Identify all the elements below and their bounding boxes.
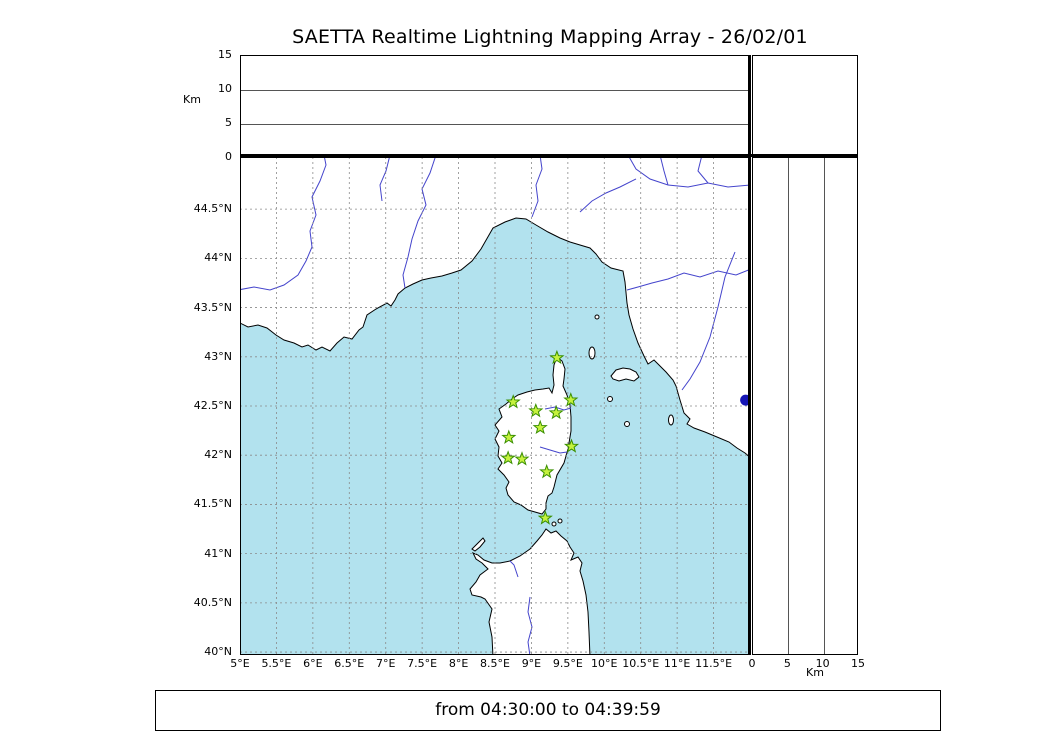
sardinia-island bbox=[469, 528, 591, 654]
river bbox=[579, 178, 637, 213]
altitude-histogram-panel bbox=[752, 55, 858, 157]
station-marker bbox=[500, 450, 516, 465]
lon-tick-label: 8°E bbox=[448, 657, 469, 670]
river bbox=[379, 158, 390, 202]
page-title: SAETTA Realtime Lightning Mapping Array … bbox=[292, 26, 808, 48]
lat-tick-label: 40.5°N bbox=[193, 595, 232, 609]
montecristo-island bbox=[624, 421, 630, 427]
station-marker bbox=[528, 402, 544, 418]
graticule-layer bbox=[241, 158, 749, 654]
altitude-tick-label: 0 bbox=[225, 150, 232, 163]
lon-tick-label: 10.5°E bbox=[622, 657, 660, 670]
lon-tick-label: 9.5°E bbox=[552, 657, 583, 670]
latitude-tick-labels: 44.5°N 44°N 43.5°N 43°N 42.5°N 42°N 41.5°N 41°N… bbox=[148, 0, 232, 750]
time-range-box: from 04:30:00 to 04:39:59 bbox=[155, 690, 941, 731]
gorgona-island bbox=[594, 314, 600, 320]
river bbox=[531, 158, 543, 218]
altitude-axis-label-right: Km bbox=[806, 666, 824, 679]
pianosa-island bbox=[607, 396, 613, 402]
lon-tick-label: 9°E bbox=[521, 657, 542, 670]
lat-tick-label: 42°N bbox=[204, 448, 232, 462]
station-marker bbox=[505, 394, 521, 409]
altitude-axis-label-top: Km bbox=[183, 93, 201, 106]
altitude-gridline bbox=[241, 124, 749, 125]
altitude-tick-label: 5 bbox=[783, 657, 791, 670]
lat-tick-label: 44.5°N bbox=[193, 202, 232, 216]
lon-tick-label: 7°E bbox=[375, 657, 396, 670]
altitude-gridline bbox=[823, 158, 825, 654]
lon-tick-label: 8.5°E bbox=[480, 657, 510, 670]
altitude-longitude-panel bbox=[240, 55, 750, 157]
river-layer bbox=[241, 158, 749, 654]
altitude-latitude-panel bbox=[752, 157, 858, 655]
altitude-gridline bbox=[241, 90, 749, 91]
station-marker bbox=[548, 404, 564, 420]
altitude-gridline bbox=[788, 158, 790, 654]
lon-tick-label: 5.5°E bbox=[261, 657, 292, 670]
river bbox=[629, 158, 749, 188]
altitude-tick-label: 0 bbox=[748, 657, 756, 670]
river bbox=[626, 269, 749, 291]
river bbox=[681, 251, 736, 391]
station-marker bbox=[514, 451, 530, 466]
lon-tick-label: 7.5°E bbox=[407, 657, 438, 670]
altitude-tick-label: 10 bbox=[815, 657, 830, 670]
capraia-island bbox=[588, 346, 596, 360]
lon-tick-label: 10°E bbox=[591, 657, 618, 670]
lon-tick-label: 5°E bbox=[230, 657, 250, 670]
asinara-island bbox=[471, 537, 486, 552]
station-marker bbox=[539, 463, 555, 479]
maddalena-islet-2 bbox=[557, 518, 563, 524]
river bbox=[402, 158, 436, 289]
station-marker bbox=[501, 429, 517, 444]
station-marker bbox=[549, 349, 565, 365]
lat-tick-label: 43°N bbox=[204, 349, 232, 363]
river bbox=[509, 560, 519, 578]
lat-tick-label: 41.5°N bbox=[193, 497, 232, 511]
map-canvas bbox=[241, 158, 749, 654]
giglio-island bbox=[668, 414, 674, 426]
altitude-tick-label: 15 bbox=[218, 48, 232, 61]
lat-tick-label: 41°N bbox=[204, 546, 232, 560]
divider-vertical bbox=[748, 55, 751, 655]
lat-tick-label: 44°N bbox=[204, 251, 232, 265]
map-panel bbox=[240, 157, 750, 655]
elba-island bbox=[610, 367, 640, 382]
station-marker bbox=[563, 392, 579, 407]
river bbox=[539, 446, 568, 454]
river bbox=[697, 158, 709, 184]
station-marker bbox=[537, 510, 553, 525]
river bbox=[241, 158, 327, 291]
lon-tick-label: 11°E bbox=[663, 657, 691, 670]
corsica-island bbox=[494, 356, 572, 515]
right-altitude-tick-labels: 0 5 10 15 bbox=[749, 657, 882, 673]
altitude-tick-label: 5 bbox=[225, 116, 232, 129]
event-marker bbox=[740, 394, 749, 406]
lat-tick-label: 43.5°N bbox=[193, 300, 232, 314]
maddalena-islet-1 bbox=[551, 521, 557, 527]
station-marker bbox=[563, 438, 580, 453]
lon-tick-label: 11.5°E bbox=[695, 657, 733, 670]
divider-horizontal bbox=[240, 154, 858, 157]
river bbox=[544, 406, 572, 411]
lat-tick-label: 42.5°N bbox=[193, 399, 232, 412]
altitude-tick-label: 15 bbox=[851, 657, 865, 670]
altitude-tick-labels: 0 5 10 15 bbox=[152, 0, 232, 750]
river bbox=[660, 158, 669, 186]
land-layer bbox=[241, 158, 749, 654]
mainland-coast bbox=[241, 158, 749, 458]
river bbox=[527, 596, 533, 654]
station-marker bbox=[532, 419, 548, 435]
time-range-text: from 04:30:00 to 04:39:59 bbox=[435, 700, 661, 720]
lon-tick-label: 6.5°E bbox=[334, 657, 365, 670]
stations-layer bbox=[500, 349, 749, 525]
longitude-tick-labels: 5°E 5.5°E 6°E 6.5°E 7°E 7.5°E 8°E 8.5°E 9°E 9.5°E… bbox=[230, 657, 750, 673]
lon-tick-label: 6°E bbox=[303, 657, 323, 670]
